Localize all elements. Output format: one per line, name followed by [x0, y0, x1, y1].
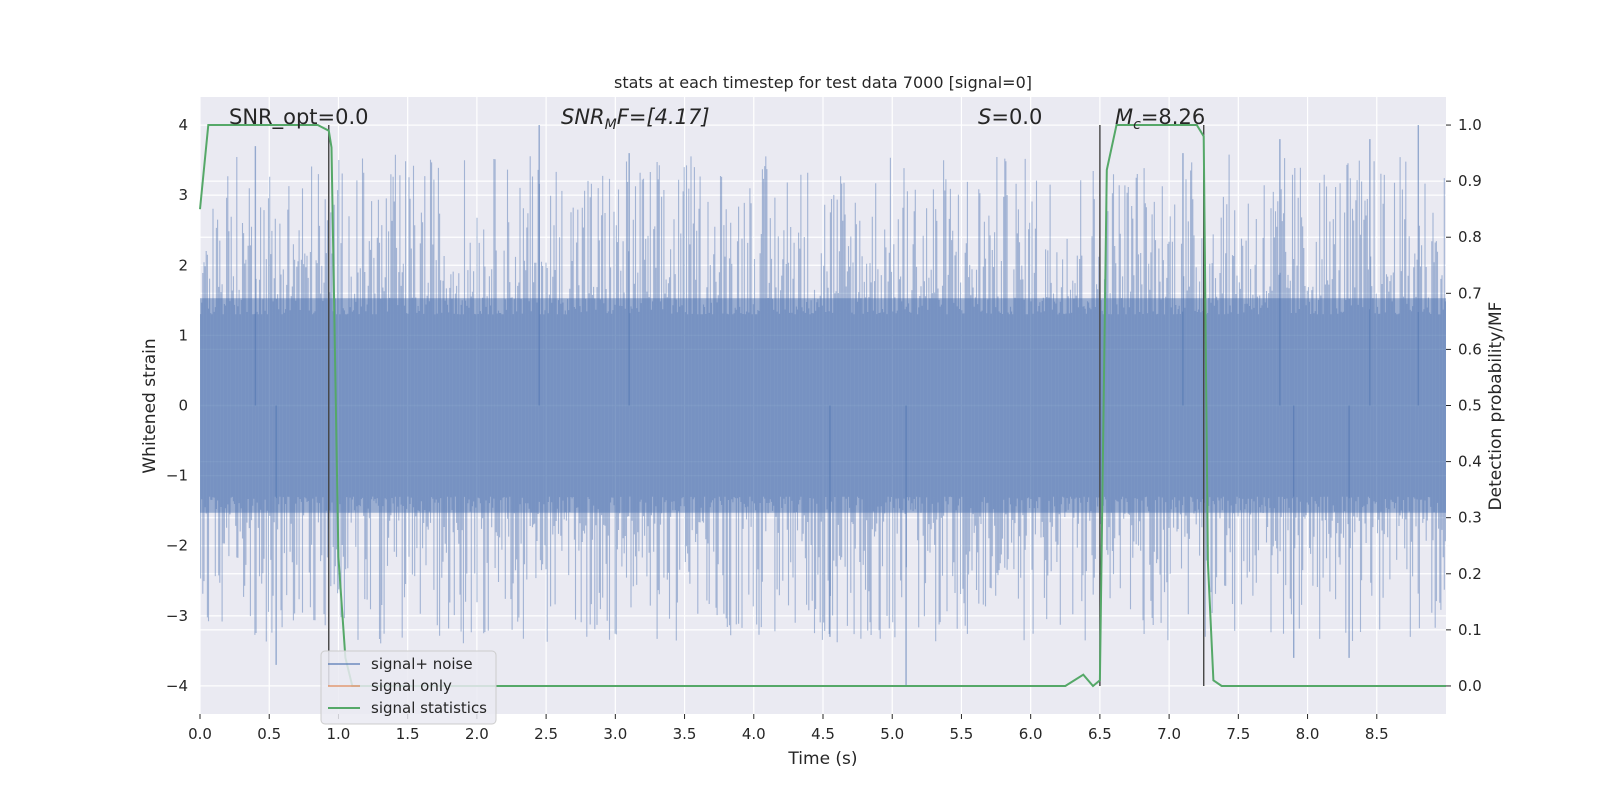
x-tick-label: 6.5 — [1088, 725, 1112, 743]
noise-spike-series — [200, 154, 1446, 644]
annotation-s-value: =0.0 — [991, 105, 1042, 129]
annotation-snr-mf-symbol: SNR — [561, 105, 605, 129]
x-tick-label: 5.5 — [950, 725, 974, 743]
annotation-snr-opt: SNR_opt=0.0 — [229, 105, 369, 130]
annotation-snr-mf-subscript: M — [605, 117, 617, 133]
annotation-s: S=0.0 — [978, 105, 1042, 129]
y-axis-label-right: Detection probability/MF — [1486, 302, 1506, 511]
x-axis-label: Time (s) — [787, 749, 857, 769]
x-tick-label: 3.0 — [603, 725, 627, 743]
x-tick-label: 1.0 — [327, 725, 351, 743]
y-tick-label: −3 — [166, 607, 188, 625]
y-tick-label-right: 0.8 — [1458, 228, 1482, 246]
annotation-snr-mf: SNRMF=[4.17] — [561, 105, 710, 133]
annotation-snr-mf-value: F=[4.17] — [617, 105, 710, 129]
noise-spikes — [254, 125, 1420, 686]
y-tick-label-right: 0.6 — [1458, 340, 1482, 358]
x-tick-label: 0.5 — [257, 725, 281, 743]
x-tick-label: 2.0 — [465, 725, 489, 743]
legend-label-signal-statistics: signal statistics — [371, 699, 487, 717]
y-tick-label-right: 0.5 — [1458, 397, 1482, 415]
y-tick-label: 3 — [178, 186, 188, 204]
y-axis-label: Whitened strain — [140, 338, 160, 473]
y-tick-label: −1 — [166, 467, 188, 485]
y-tick-label: 2 — [178, 256, 188, 274]
annotation-mc-subscript: c — [1133, 117, 1141, 133]
signal-statistics-line — [199, 124, 1446, 688]
x-tick-label: 8.0 — [1296, 725, 1320, 743]
signal-statistics-layer — [199, 124, 1446, 688]
y-tick-label: 1 — [178, 326, 188, 344]
x-tick-label: 7.5 — [1226, 725, 1250, 743]
noise-band — [200, 154, 1446, 644]
y-tick-label: −4 — [166, 677, 188, 695]
annotation-s-symbol: S — [978, 105, 991, 129]
annotation-mc: Mc=8.26 — [1115, 105, 1205, 133]
x-tick-label: 1.5 — [396, 725, 420, 743]
x-tick-label: 7.0 — [1157, 725, 1181, 743]
legend-label-signal-only: signal only — [371, 677, 452, 695]
x-tick-label: 0.0 — [188, 725, 212, 743]
y-tick-label-right: 0.1 — [1458, 621, 1482, 639]
x-tick-label: 4.5 — [811, 725, 835, 743]
annotation-mc-value: =8.26 — [1141, 105, 1205, 129]
legend: signal+ noise signal only signal statist… — [320, 650, 497, 725]
y-tick-label: 0 — [178, 397, 188, 415]
legend-box — [320, 650, 497, 725]
y-tick-label-right: 0.0 — [1458, 677, 1482, 695]
x-tick-label: 3.5 — [673, 725, 697, 743]
y-tick-label: 4 — [178, 116, 188, 134]
chart-title: stats at each timestep for test data 700… — [614, 73, 1032, 92]
annotation-mc-symbol: M — [1115, 105, 1133, 129]
y-tick-label-right: 0.4 — [1458, 453, 1482, 471]
noise-band-core — [200, 298, 1446, 513]
x-tick-label: 4.0 — [742, 725, 766, 743]
y-tick-label-right: 1.0 — [1458, 116, 1482, 134]
x-tick-label: 5.0 — [880, 725, 904, 743]
y-tick-label-right: 0.3 — [1458, 509, 1482, 527]
y-tick-label-right: 0.9 — [1458, 172, 1482, 190]
x-tick-label: 8.5 — [1365, 725, 1389, 743]
y-tick-label-right: 0.7 — [1458, 284, 1482, 302]
x-tick-label: 2.5 — [534, 725, 558, 743]
legend-label-signal-noise: signal+ noise — [371, 655, 473, 673]
x-tick-label: 6.0 — [1019, 725, 1043, 743]
y-tick-label-right: 0.2 — [1458, 565, 1482, 583]
y-tick-label: −2 — [166, 537, 188, 555]
